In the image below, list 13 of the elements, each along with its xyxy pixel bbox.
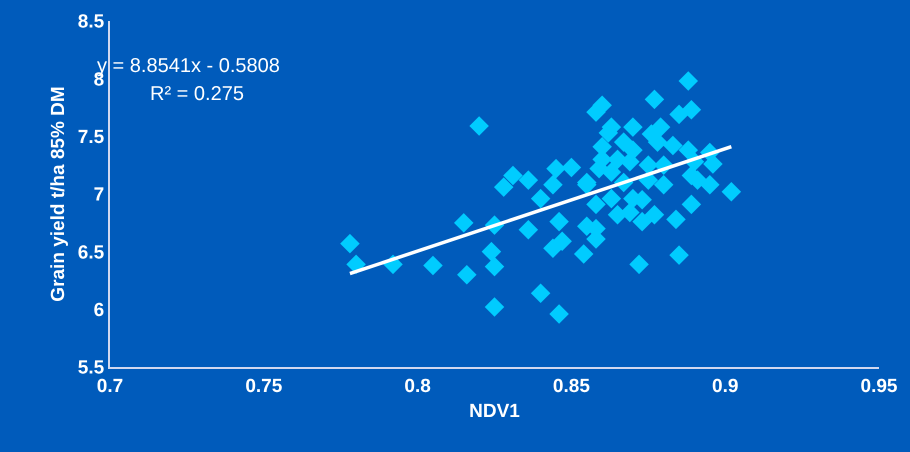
- x-tick-label: 0.9: [712, 376, 738, 397]
- x-tick-label: 0.95: [860, 376, 898, 397]
- annotation: R² = 0.275: [150, 83, 244, 105]
- y-tick-label: 6.5: [78, 242, 105, 264]
- x-tick-label: 0.75: [245, 376, 283, 397]
- x-axis-title: NDV1: [469, 401, 520, 422]
- y-tick-label: 8.5: [78, 12, 105, 33]
- y-axis-title: Grain yield t/ha 85% DM: [48, 86, 70, 302]
- x-tick-label: 0.85: [552, 376, 590, 397]
- y-tick-label: 7.5: [78, 126, 105, 148]
- y-tick-label: 7: [94, 184, 104, 206]
- y-tick-label: 6: [94, 300, 104, 321]
- x-tick-label: 0.8: [404, 376, 431, 397]
